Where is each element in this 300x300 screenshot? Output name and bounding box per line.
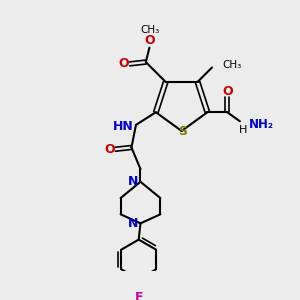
Text: NH₂: NH₂ <box>249 118 274 131</box>
Text: N: N <box>128 175 138 188</box>
Text: H: H <box>238 125 247 135</box>
Text: CH₃: CH₃ <box>223 60 242 70</box>
Text: S: S <box>178 125 187 138</box>
Text: O: O <box>119 57 130 70</box>
Text: O: O <box>223 85 233 98</box>
Text: CH₃: CH₃ <box>141 26 160 35</box>
Text: F: F <box>134 291 143 300</box>
Text: HN: HN <box>112 120 133 133</box>
Text: O: O <box>104 143 115 156</box>
Text: O: O <box>144 34 155 47</box>
Text: N: N <box>128 217 138 230</box>
